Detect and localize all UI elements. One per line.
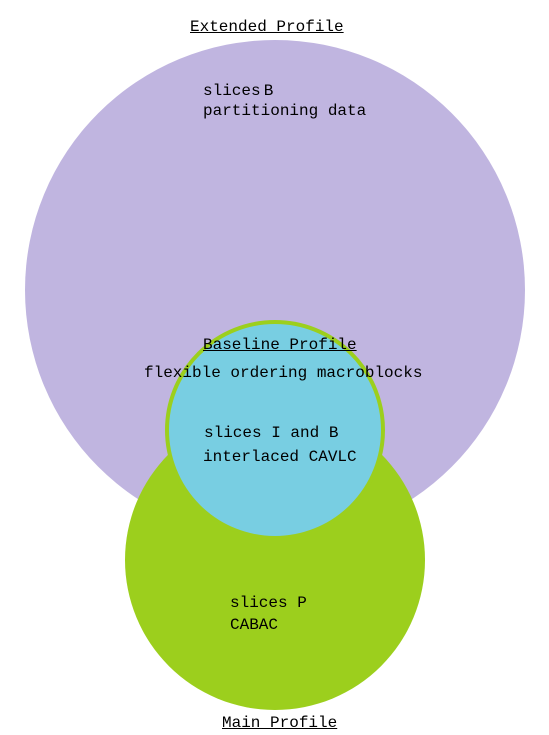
main-profile-feature-slices-p: slices P — [230, 594, 307, 612]
extended-profile-feature-partitioning: partitioning data — [203, 102, 366, 120]
main-profile-title: Main Profile — [222, 714, 337, 732]
extended-profile-title: Extended Profile — [190, 18, 344, 36]
baseline-profile-title: Baseline Profile — [203, 336, 357, 354]
main-profile-feature-cabac: CABAC — [230, 616, 278, 634]
intersection-feature-slices-ib: slices I and B — [204, 424, 338, 442]
baseline-profile-feature-macroblocks: flexible ordering macroblocks — [144, 364, 422, 382]
intersection-feature-interlaced-cavlc: interlaced CAVLC — [203, 448, 357, 466]
extended-profile-feature-slices-b: slices B — [203, 82, 273, 100]
